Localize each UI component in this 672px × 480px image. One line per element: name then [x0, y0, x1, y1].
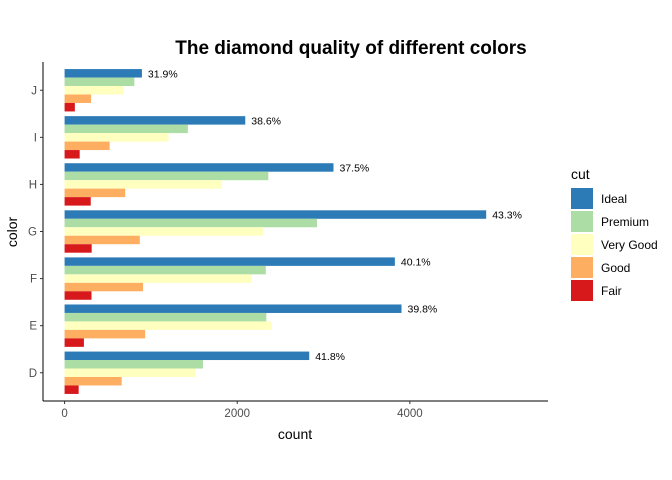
- y-axis-label: color: [4, 216, 20, 247]
- bar-J-very-good: [64, 86, 124, 95]
- y-tick-label-G: G: [28, 227, 37, 239]
- legend-title: cut: [571, 166, 590, 182]
- bar-G-good: [64, 235, 140, 245]
- x-tick-label-2000: 2000: [224, 408, 250, 420]
- bar-H-fair: [64, 197, 91, 206]
- y-tick-label-D: D: [29, 368, 37, 380]
- y-tick-label-H: H: [29, 179, 37, 191]
- bar-G-very-good: [64, 227, 264, 236]
- data-label-I: 38.6%: [251, 115, 281, 127]
- data-label-E: 39.8%: [408, 304, 438, 316]
- bar-D-ideal: [64, 351, 310, 361]
- bar-E-fair: [64, 338, 84, 347]
- x-axis-label: count: [278, 426, 312, 442]
- data-label-D: 41.8%: [315, 351, 345, 363]
- data-label-F: 40.1%: [401, 257, 431, 269]
- bar-J-ideal: [64, 69, 142, 78]
- bar-H-ideal: [64, 163, 334, 172]
- data-label-G: 43.3%: [492, 210, 522, 222]
- y-tick-label-J: J: [31, 85, 37, 97]
- data-label-J: 31.9%: [148, 68, 178, 80]
- bar-I-premium: [64, 124, 188, 134]
- legend-key-good: [571, 257, 593, 278]
- legend-label-very-good: Very Good: [601, 238, 658, 252]
- bar-I-very-good: [64, 133, 169, 142]
- y-tick-label-I: I: [34, 132, 37, 144]
- legend-key-ideal: [571, 188, 593, 209]
- bar-E-premium: [64, 312, 267, 322]
- bar-J-fair: [64, 102, 75, 112]
- bar-H-premium: [64, 171, 269, 181]
- bar-E-ideal: [64, 304, 402, 313]
- y-tick-label-E: E: [29, 321, 37, 333]
- bars-layer: [64, 69, 487, 394]
- bar-D-good: [64, 376, 122, 386]
- legend-key-very-good: [571, 234, 593, 255]
- legend: cut Ideal Premium Very Good Good Fair: [571, 166, 658, 301]
- bar-I-fair: [64, 150, 80, 159]
- bar-D-very-good: [64, 368, 196, 377]
- bar-F-premium: [64, 265, 266, 275]
- bar-I-ideal: [64, 116, 246, 125]
- bar-G-premium: [64, 218, 317, 228]
- bar-F-very-good: [64, 274, 252, 283]
- bar-G-ideal: [64, 210, 487, 219]
- bar-D-premium: [64, 360, 203, 369]
- legend-key-fair: [571, 280, 593, 301]
- bar-F-good: [64, 282, 144, 292]
- bar-H-very-good: [64, 180, 223, 189]
- bar-G-fair: [64, 244, 92, 253]
- bar-I-good: [64, 141, 110, 151]
- legend-label-premium: Premium: [601, 215, 649, 229]
- x-tick-label-0: 0: [61, 408, 67, 420]
- y-tick-label-F: F: [30, 274, 37, 286]
- bar-F-ideal: [64, 257, 395, 266]
- data-label-H: 37.5%: [339, 162, 369, 174]
- bar-E-very-good: [64, 321, 272, 330]
- legend-label-fair: Fair: [601, 284, 622, 298]
- legend-key-premium: [571, 211, 593, 232]
- bar-F-fair: [64, 291, 92, 300]
- bar-E-good: [64, 329, 146, 339]
- bar-D-fair: [64, 385, 79, 394]
- legend-label-ideal: Ideal: [601, 192, 627, 206]
- legend-label-good: Good: [601, 261, 630, 275]
- bar-H-good: [64, 188, 126, 198]
- chart-title: The diamond quality of different colors: [175, 38, 527, 59]
- x-ticks-layer: 0 2000 4000: [61, 401, 423, 420]
- x-tick-label-4000: 4000: [397, 408, 423, 420]
- y-ticks-layer: D E F G H I J: [28, 85, 43, 380]
- bar-J-good: [64, 94, 92, 103]
- data-labels-layer: 41.8% 39.8% 40.1% 43.3% 37.5% 38.6% 31.9%: [148, 68, 522, 363]
- bar-J-premium: [64, 77, 135, 87]
